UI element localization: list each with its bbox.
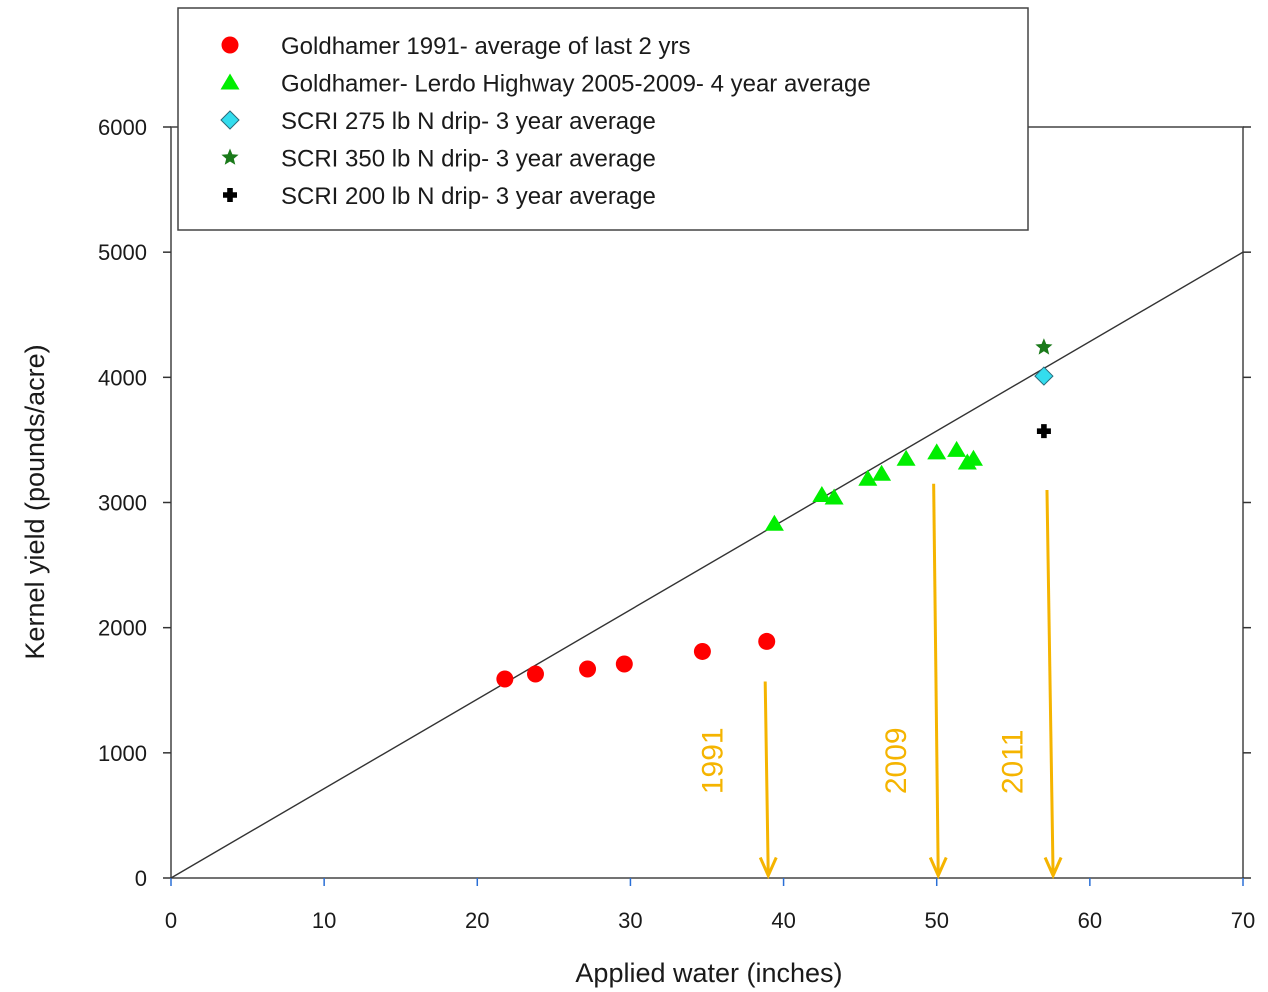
legend-item: SCRI 350 lb N drip- 3 year average: [221, 146, 656, 173]
data-point: [1035, 338, 1053, 355]
x-tick-label: 50: [924, 908, 948, 933]
data-point: [526, 665, 544, 683]
data-point: [1036, 424, 1051, 439]
data-point: [927, 443, 947, 460]
legend-label: SCRI 200 lb N drip- 3 year average: [281, 183, 656, 210]
annotation-arrow-shaft: [932, 483, 940, 876]
x-tick-label: 0: [165, 908, 177, 933]
y-axis-title: Kernel yield (pounds/acre): [20, 344, 50, 659]
legend-marker: [221, 148, 239, 165]
legend-item: Goldhamer 1991- average of last 2 yrs: [221, 33, 691, 60]
annotation-year-label: 2011: [996, 730, 1029, 795]
annotation-arrow-shaft: [763, 681, 770, 876]
data-point: [1034, 366, 1054, 386]
legend-item: Goldhamer- Lerdo Highway 2005-2009- 4 ye…: [220, 71, 871, 98]
data-point: [858, 469, 878, 486]
reference-line-group: [170, 251, 1244, 879]
data-point: [758, 632, 776, 650]
y-tick-label: 0: [135, 866, 147, 891]
data-point: [947, 440, 967, 457]
x-tick-label: 70: [1231, 908, 1255, 933]
data-point: [496, 670, 514, 688]
annotation-arrow-shaft: [1045, 489, 1055, 876]
data-point: [764, 514, 784, 531]
series-scri-350-lb-n-drip-3-year-average: [1035, 338, 1053, 355]
legend-label: Goldhamer- Lerdo Highway 2005-2009- 4 ye…: [281, 71, 871, 98]
x-axis: 0 10 20 30 40 50 60 70: [165, 878, 1255, 933]
annotation-arrow-head: [928, 856, 948, 880]
y-tick-label: 4000: [98, 365, 147, 390]
series-scri-200-lb-n-drip-3-year-average: [1036, 424, 1051, 439]
series-goldhamer-lerdo-highway-2005-2009-4-year-average: [764, 440, 983, 531]
y-tick-label: 3000: [98, 491, 147, 516]
x-tick-label: 20: [465, 908, 489, 933]
x-tick-label: 10: [312, 908, 336, 933]
data-point: [693, 642, 711, 660]
series-goldhamer-1991-average-of-last-2-yrs: [496, 632, 776, 688]
x-tick-label: 30: [618, 908, 642, 933]
legend-box: [177, 7, 1029, 231]
y-tick-label: 6000: [98, 115, 147, 140]
data-point: [615, 655, 633, 673]
annotation-year-label: 1991: [696, 727, 729, 794]
annotation-2011: 2011: [996, 489, 1063, 880]
legend-marker: [220, 110, 240, 130]
legend-marker: [220, 73, 240, 90]
data-point: [579, 660, 597, 678]
year-annotations: 1991 2009 2011: [696, 483, 1063, 880]
annotation-2009: 2009: [880, 483, 948, 880]
legend-marker: [221, 36, 239, 54]
legend-label: Goldhamer 1991- average of last 2 yrs: [281, 33, 691, 60]
legend-label: SCRI 350 lb N drip- 3 year average: [281, 146, 656, 173]
y-tick-label: 2000: [98, 616, 147, 641]
data-point: [824, 488, 844, 505]
y-tick-label: 5000: [98, 240, 147, 265]
legend: Goldhamer 1991- average of last 2 yrs Gol…: [177, 7, 1029, 231]
data-point: [872, 464, 892, 481]
annotation-arrow-head: [1043, 856, 1063, 880]
annotation-1991: 1991: [696, 681, 778, 880]
annotation-year-label: 2009: [880, 727, 913, 794]
y-tick-label: 1000: [98, 741, 147, 766]
data-point: [896, 449, 916, 466]
annotation-arrow-head: [758, 856, 778, 880]
data-point: [963, 449, 983, 466]
x-axis-title: Applied water (inches): [575, 958, 842, 988]
data-points: [496, 338, 1054, 688]
reference-line: [170, 251, 1244, 879]
series-scri-275-lb-n-drip-3-year-average: [1034, 366, 1054, 386]
data-point: [812, 485, 832, 502]
x-tick-label: 40: [771, 908, 795, 933]
legend-item: SCRI 275 lb N drip- 3 year average: [220, 108, 656, 135]
y-axis: 0 1000 2000 3000 4000 5000 6000: [98, 115, 1251, 891]
x-tick-label: 60: [1078, 908, 1102, 933]
legend-marker: [223, 188, 237, 202]
legend-item: SCRI 200 lb N drip- 3 year average: [223, 183, 656, 210]
legend-label: SCRI 275 lb N drip- 3 year average: [281, 108, 656, 135]
